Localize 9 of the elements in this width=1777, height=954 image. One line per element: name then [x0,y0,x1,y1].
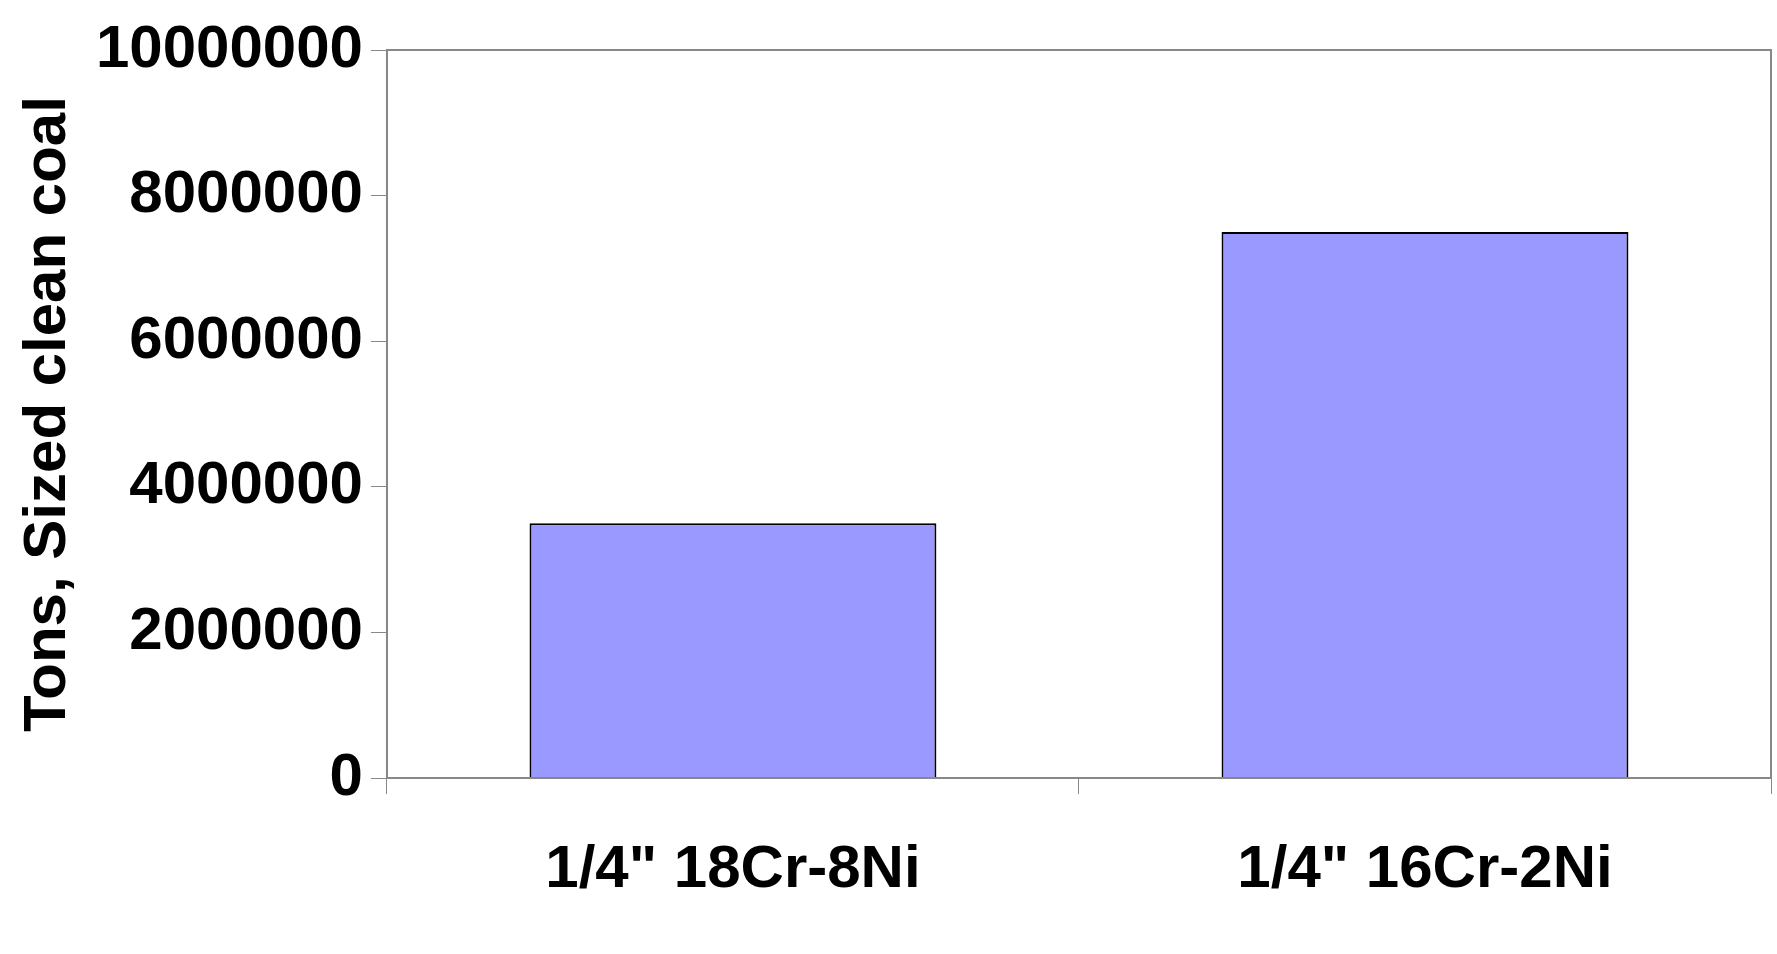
y-tick-label: 0 [329,740,363,808]
y-tick-label: 8000000 [129,158,363,226]
x-tick-label: 1/4" 16Cr-2Ni [1237,832,1613,900]
y-axis-title: Tons, Sized clean coal [10,96,78,732]
y-tick-label: 10000000 [96,12,363,80]
y-tick-label: 6000000 [129,303,363,371]
y-tick-label: 4000000 [129,449,363,517]
y-tick-label: 2000000 [129,594,363,662]
x-tick-label: 1/4" 18Cr-8Ni [545,832,921,900]
